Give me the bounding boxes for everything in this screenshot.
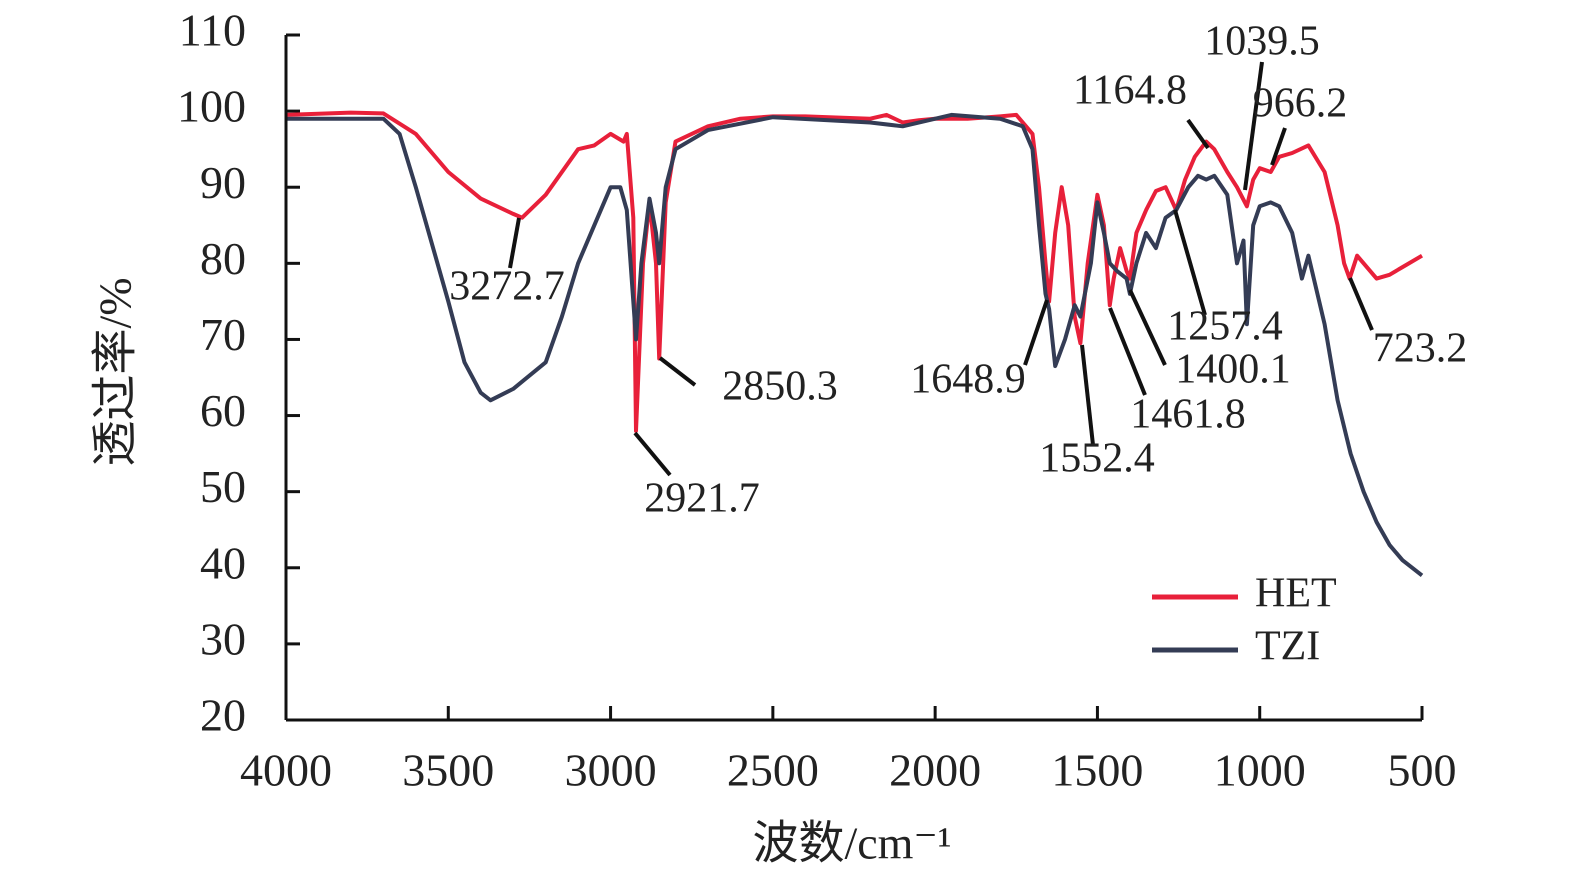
annotation-leader: [633, 431, 672, 477]
legend-label: HET: [1255, 571, 1337, 617]
series-line: [286, 112, 1424, 577]
annotation-leader: [1080, 344, 1095, 446]
annotation: 723.2: [1373, 326, 1468, 372]
annotation: 1461.8: [1130, 392, 1246, 438]
y-tick-label: 90: [200, 157, 246, 208]
x-tick-label: 2500: [727, 745, 819, 796]
y-tick-label: 80: [200, 233, 246, 284]
annotation: 966.2: [1253, 81, 1348, 127]
x-tick-label: 1000: [1214, 745, 1306, 796]
annotation-leader: [1023, 299, 1049, 366]
annotation-leader: [1173, 209, 1207, 316]
annotation: 1164.8: [1073, 68, 1187, 114]
annotation-leader: [658, 356, 697, 387]
annotation: 2921.7: [644, 476, 760, 522]
y-tick-label: 40: [200, 537, 246, 588]
annotation: 1648.9: [910, 357, 1026, 403]
annotation-leader: [1128, 289, 1167, 366]
legend-label: TZI: [1255, 624, 1320, 670]
annotation-leader: [508, 217, 521, 269]
y-tick-label: 20: [200, 690, 246, 741]
annotation: 1552.4: [1039, 436, 1155, 482]
annotation-leader: [1108, 307, 1147, 396]
annotation-leader: [1270, 127, 1287, 166]
annotation: 3272.7: [449, 264, 565, 310]
y-tick-label: 60: [200, 385, 246, 436]
annotation-leader: [1348, 277, 1374, 331]
annotation: 1257.4: [1167, 304, 1283, 350]
annotation-leader: [1186, 118, 1210, 150]
y-tick-label: 100: [177, 81, 246, 132]
series-line: [285, 110, 1424, 433]
x-tick-label: 3500: [402, 745, 494, 796]
x-tick-label: 3000: [565, 745, 657, 796]
x-axis-label: 波数/cm⁻¹: [752, 818, 951, 869]
y-tick-label: 70: [200, 309, 246, 360]
x-tick-label: 2000: [889, 745, 981, 796]
x-tick-label: 4000: [240, 745, 332, 796]
y-axis-label: 透过率/%: [90, 277, 141, 466]
annotation: 2850.3: [722, 364, 838, 410]
y-tick-label: 30: [200, 613, 246, 664]
y-tick-label: 110: [179, 5, 246, 56]
x-tick-label: 500: [1388, 745, 1457, 796]
annotation: 1400.1: [1175, 347, 1291, 393]
annotation: 1039.5: [1204, 19, 1320, 65]
annotation-leader: [1243, 61, 1264, 191]
x-tick-label: 1500: [1051, 745, 1143, 796]
y-tick-label: 50: [200, 461, 246, 512]
